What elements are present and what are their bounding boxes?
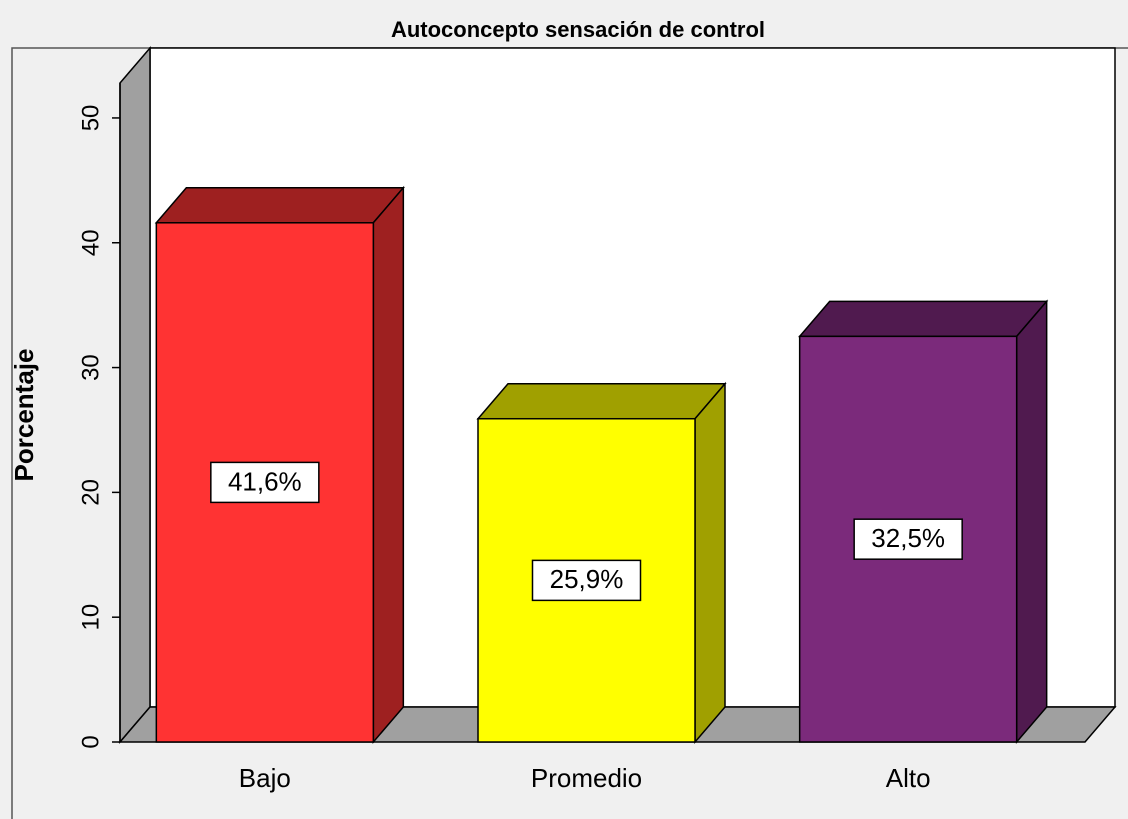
bar-top xyxy=(154,187,405,224)
bar-top xyxy=(476,382,727,420)
y-tick-label: 30 xyxy=(77,354,104,381)
y-tick-label: 20 xyxy=(77,479,104,506)
value-label-box xyxy=(853,518,963,560)
x-tick-label: Alto xyxy=(886,763,931,793)
bar-side xyxy=(694,381,726,745)
y-axis-label: Porcentaje xyxy=(9,349,39,482)
value-label-box xyxy=(210,461,320,504)
chart-title: Autoconcepto sensación de control xyxy=(391,17,765,42)
y-tick-label: 40 xyxy=(77,229,104,256)
y-tick-label: 50 xyxy=(77,105,104,132)
x-tick-label: Promedio xyxy=(531,763,642,793)
y-tick-label: 10 xyxy=(77,604,104,631)
y-tick-label: 0 xyxy=(77,735,104,748)
bar-side xyxy=(372,185,405,745)
value-label: 25,9% xyxy=(550,564,624,594)
left-wall xyxy=(119,45,151,745)
value-label: 41,6% xyxy=(228,466,302,496)
bar-top xyxy=(798,300,1049,338)
bar-side xyxy=(1015,299,1048,745)
value-label: 32,5% xyxy=(871,523,945,553)
value-label-box xyxy=(531,559,642,602)
x-tick-label: Bajo xyxy=(239,763,291,793)
